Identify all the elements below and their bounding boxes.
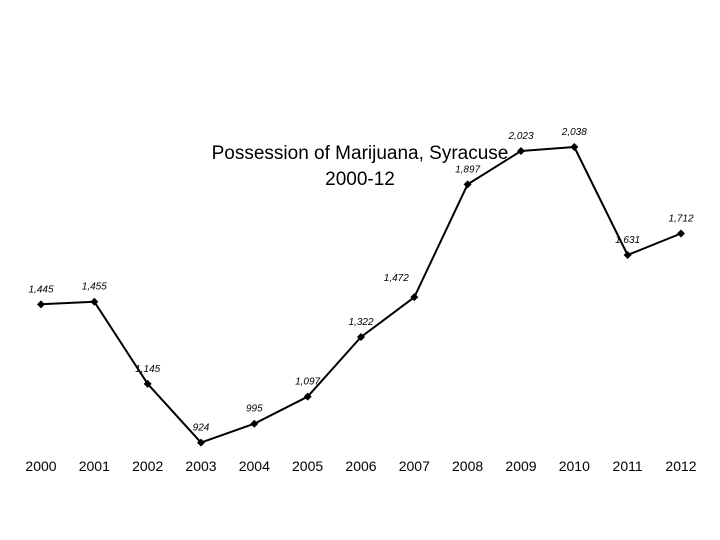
chart-title: Possession of Marijuana, Syracuse <box>211 143 509 164</box>
x-tick-label: 2010 <box>559 458 590 474</box>
data-point-marker <box>463 180 472 189</box>
x-tick-label: 2000 <box>25 458 56 474</box>
series-line <box>40 146 682 444</box>
data-point-marker <box>410 293 419 302</box>
x-tick-label: 2012 <box>665 458 696 474</box>
data-label: 1,455 <box>82 282 107 293</box>
data-point-marker <box>37 300 45 309</box>
data-label: 1,712 <box>668 214 693 225</box>
data-label: 1,097 <box>295 377 320 388</box>
data-label: 995 <box>246 404 263 415</box>
data-point-marker <box>676 229 685 238</box>
data-point-marker <box>516 146 525 155</box>
marker-layer <box>37 143 685 447</box>
chart-subtitle: 2000-12 <box>325 169 395 190</box>
data-point-marker <box>570 143 579 152</box>
data-label: 924 <box>193 423 210 434</box>
x-tick-label: 2002 <box>132 458 163 474</box>
data-label: 2,023 <box>507 131 533 142</box>
data-label: 1,322 <box>348 317 373 328</box>
x-tick-label: 2006 <box>345 458 376 474</box>
data-label: 1,145 <box>135 364 160 375</box>
x-tick-label: 2004 <box>239 458 270 474</box>
data-point-marker <box>90 297 99 306</box>
data-label: 1,631 <box>615 235 640 246</box>
series-line-layer <box>40 146 682 444</box>
data-label: 1,897 <box>455 164 480 175</box>
x-tick-label: 2007 <box>399 458 430 474</box>
data-label-layer: 1,445 1,455 1,145 924 995 1,097 1,322 1,472 1,89… <box>28 127 693 434</box>
x-tick-label: 2005 <box>292 458 323 474</box>
x-axis-tick-layer: 2000 2001 2002 2003 2004 2005 2006 2007 2008 2009… <box>25 458 696 474</box>
data-label: 2,038 <box>561 127 587 138</box>
data-point-marker <box>196 438 205 447</box>
x-tick-label: 2001 <box>79 458 110 474</box>
chart-title-block: Possession of Marijuana, Syracuse 2000-1… <box>0 141 720 193</box>
data-point-marker <box>250 419 259 428</box>
data-point-marker <box>623 250 632 259</box>
data-point-marker <box>356 332 365 341</box>
data-label: 1,472 <box>384 273 409 284</box>
data-label: 1,445 <box>28 284 53 295</box>
x-tick-label: 2003 <box>185 458 216 474</box>
data-point-marker <box>303 392 312 401</box>
data-point-marker <box>143 379 152 388</box>
x-tick-label: 2008 <box>452 458 483 474</box>
x-tick-label: 2011 <box>613 458 643 474</box>
x-tick-label: 2009 <box>505 458 536 474</box>
